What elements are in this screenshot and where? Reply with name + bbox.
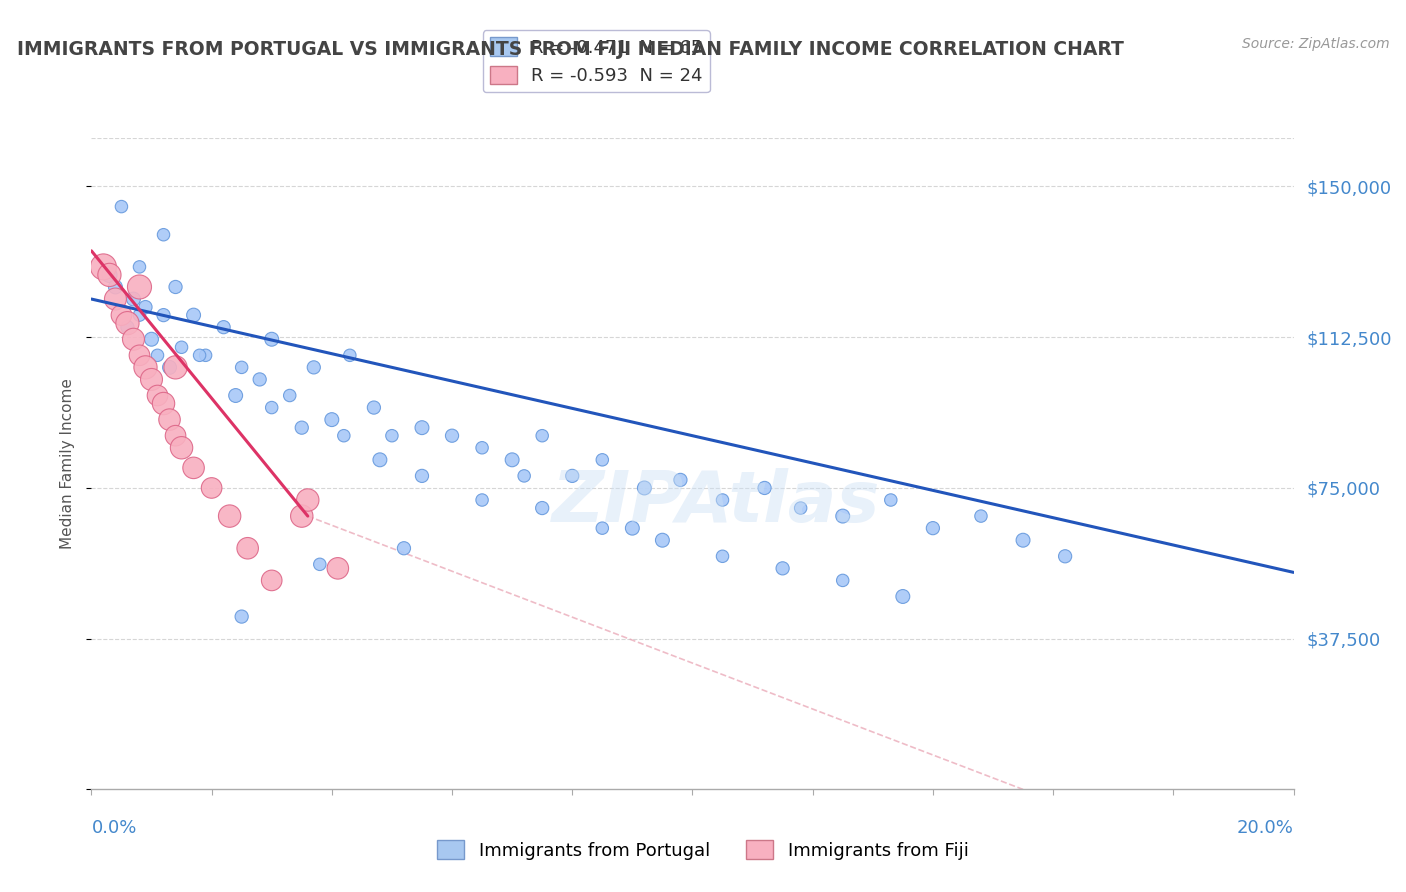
Point: [98, 268, 121, 282]
Point: [128, 260, 150, 274]
Point: [231, 609, 253, 624]
Point: [152, 308, 174, 322]
Point: [669, 473, 692, 487]
Point: [122, 292, 145, 306]
Point: [651, 533, 673, 548]
Point: [134, 360, 156, 375]
Text: 20.0%: 20.0%: [1237, 819, 1294, 837]
Point: [104, 280, 127, 294]
Point: [513, 469, 536, 483]
Point: [591, 452, 613, 467]
Point: [152, 396, 174, 410]
Point: [561, 469, 583, 483]
Point: [260, 574, 283, 588]
Point: [381, 428, 404, 442]
Point: [170, 441, 193, 455]
Point: [183, 461, 205, 475]
Point: [218, 509, 240, 524]
Point: [339, 348, 361, 362]
Point: [231, 360, 253, 375]
Text: Source: ZipAtlas.com: Source: ZipAtlas.com: [1241, 37, 1389, 52]
Point: [117, 316, 139, 330]
Point: [260, 401, 283, 415]
Point: [471, 441, 494, 455]
Point: [321, 412, 343, 426]
Y-axis label: Median Family Income: Median Family Income: [60, 378, 76, 549]
Point: [291, 420, 314, 434]
Point: [970, 509, 993, 524]
Point: [891, 590, 914, 604]
Point: [922, 521, 945, 535]
Point: [772, 561, 794, 575]
Point: [236, 541, 259, 556]
Point: [128, 308, 150, 322]
Point: [531, 428, 554, 442]
Point: [392, 541, 415, 556]
Point: [93, 260, 115, 274]
Point: [880, 493, 903, 508]
Point: [152, 227, 174, 242]
Point: [711, 493, 734, 508]
Point: [98, 268, 121, 282]
Point: [501, 452, 523, 467]
Point: [183, 308, 205, 322]
Point: [201, 481, 224, 495]
Point: [754, 481, 776, 495]
Point: [159, 360, 181, 375]
Point: [1054, 549, 1077, 564]
Point: [591, 521, 613, 535]
Point: [146, 348, 169, 362]
Point: [141, 332, 163, 346]
Point: [440, 428, 463, 442]
Point: [531, 501, 554, 516]
Point: [146, 388, 169, 402]
Point: [411, 469, 433, 483]
Legend: R = -0.471  N = 65, R = -0.593  N = 24: R = -0.471 N = 65, R = -0.593 N = 24: [482, 30, 710, 92]
Point: [260, 332, 283, 346]
Point: [212, 320, 235, 334]
Point: [789, 501, 811, 516]
Text: 0.0%: 0.0%: [91, 819, 136, 837]
Point: [128, 280, 150, 294]
Point: [170, 340, 193, 354]
Point: [368, 452, 391, 467]
Point: [297, 493, 319, 508]
Legend: Immigrants from Portugal, Immigrants from Fiji: Immigrants from Portugal, Immigrants fro…: [430, 833, 976, 867]
Point: [621, 521, 644, 535]
Point: [633, 481, 655, 495]
Point: [117, 320, 139, 334]
Point: [110, 200, 132, 214]
Point: [141, 372, 163, 386]
Point: [122, 332, 145, 346]
Point: [110, 308, 132, 322]
Point: [128, 348, 150, 362]
Point: [1012, 533, 1035, 548]
Point: [159, 412, 181, 426]
Point: [711, 549, 734, 564]
Point: [165, 280, 187, 294]
Point: [225, 388, 247, 402]
Point: [333, 428, 356, 442]
Point: [188, 348, 211, 362]
Point: [411, 420, 433, 434]
Point: [831, 574, 853, 588]
Point: [165, 428, 187, 442]
Point: [302, 360, 325, 375]
Point: [165, 360, 187, 375]
Point: [249, 372, 271, 386]
Text: ZIPAtlas: ZIPAtlas: [553, 468, 880, 537]
Point: [363, 401, 385, 415]
Text: IMMIGRANTS FROM PORTUGAL VS IMMIGRANTS FROM FIJI MEDIAN FAMILY INCOME CORRELATIO: IMMIGRANTS FROM PORTUGAL VS IMMIGRANTS F…: [17, 40, 1123, 59]
Point: [326, 561, 349, 575]
Point: [308, 558, 330, 572]
Point: [291, 509, 314, 524]
Point: [278, 388, 301, 402]
Point: [194, 348, 217, 362]
Point: [831, 509, 853, 524]
Point: [134, 300, 156, 314]
Point: [104, 292, 127, 306]
Point: [471, 493, 494, 508]
